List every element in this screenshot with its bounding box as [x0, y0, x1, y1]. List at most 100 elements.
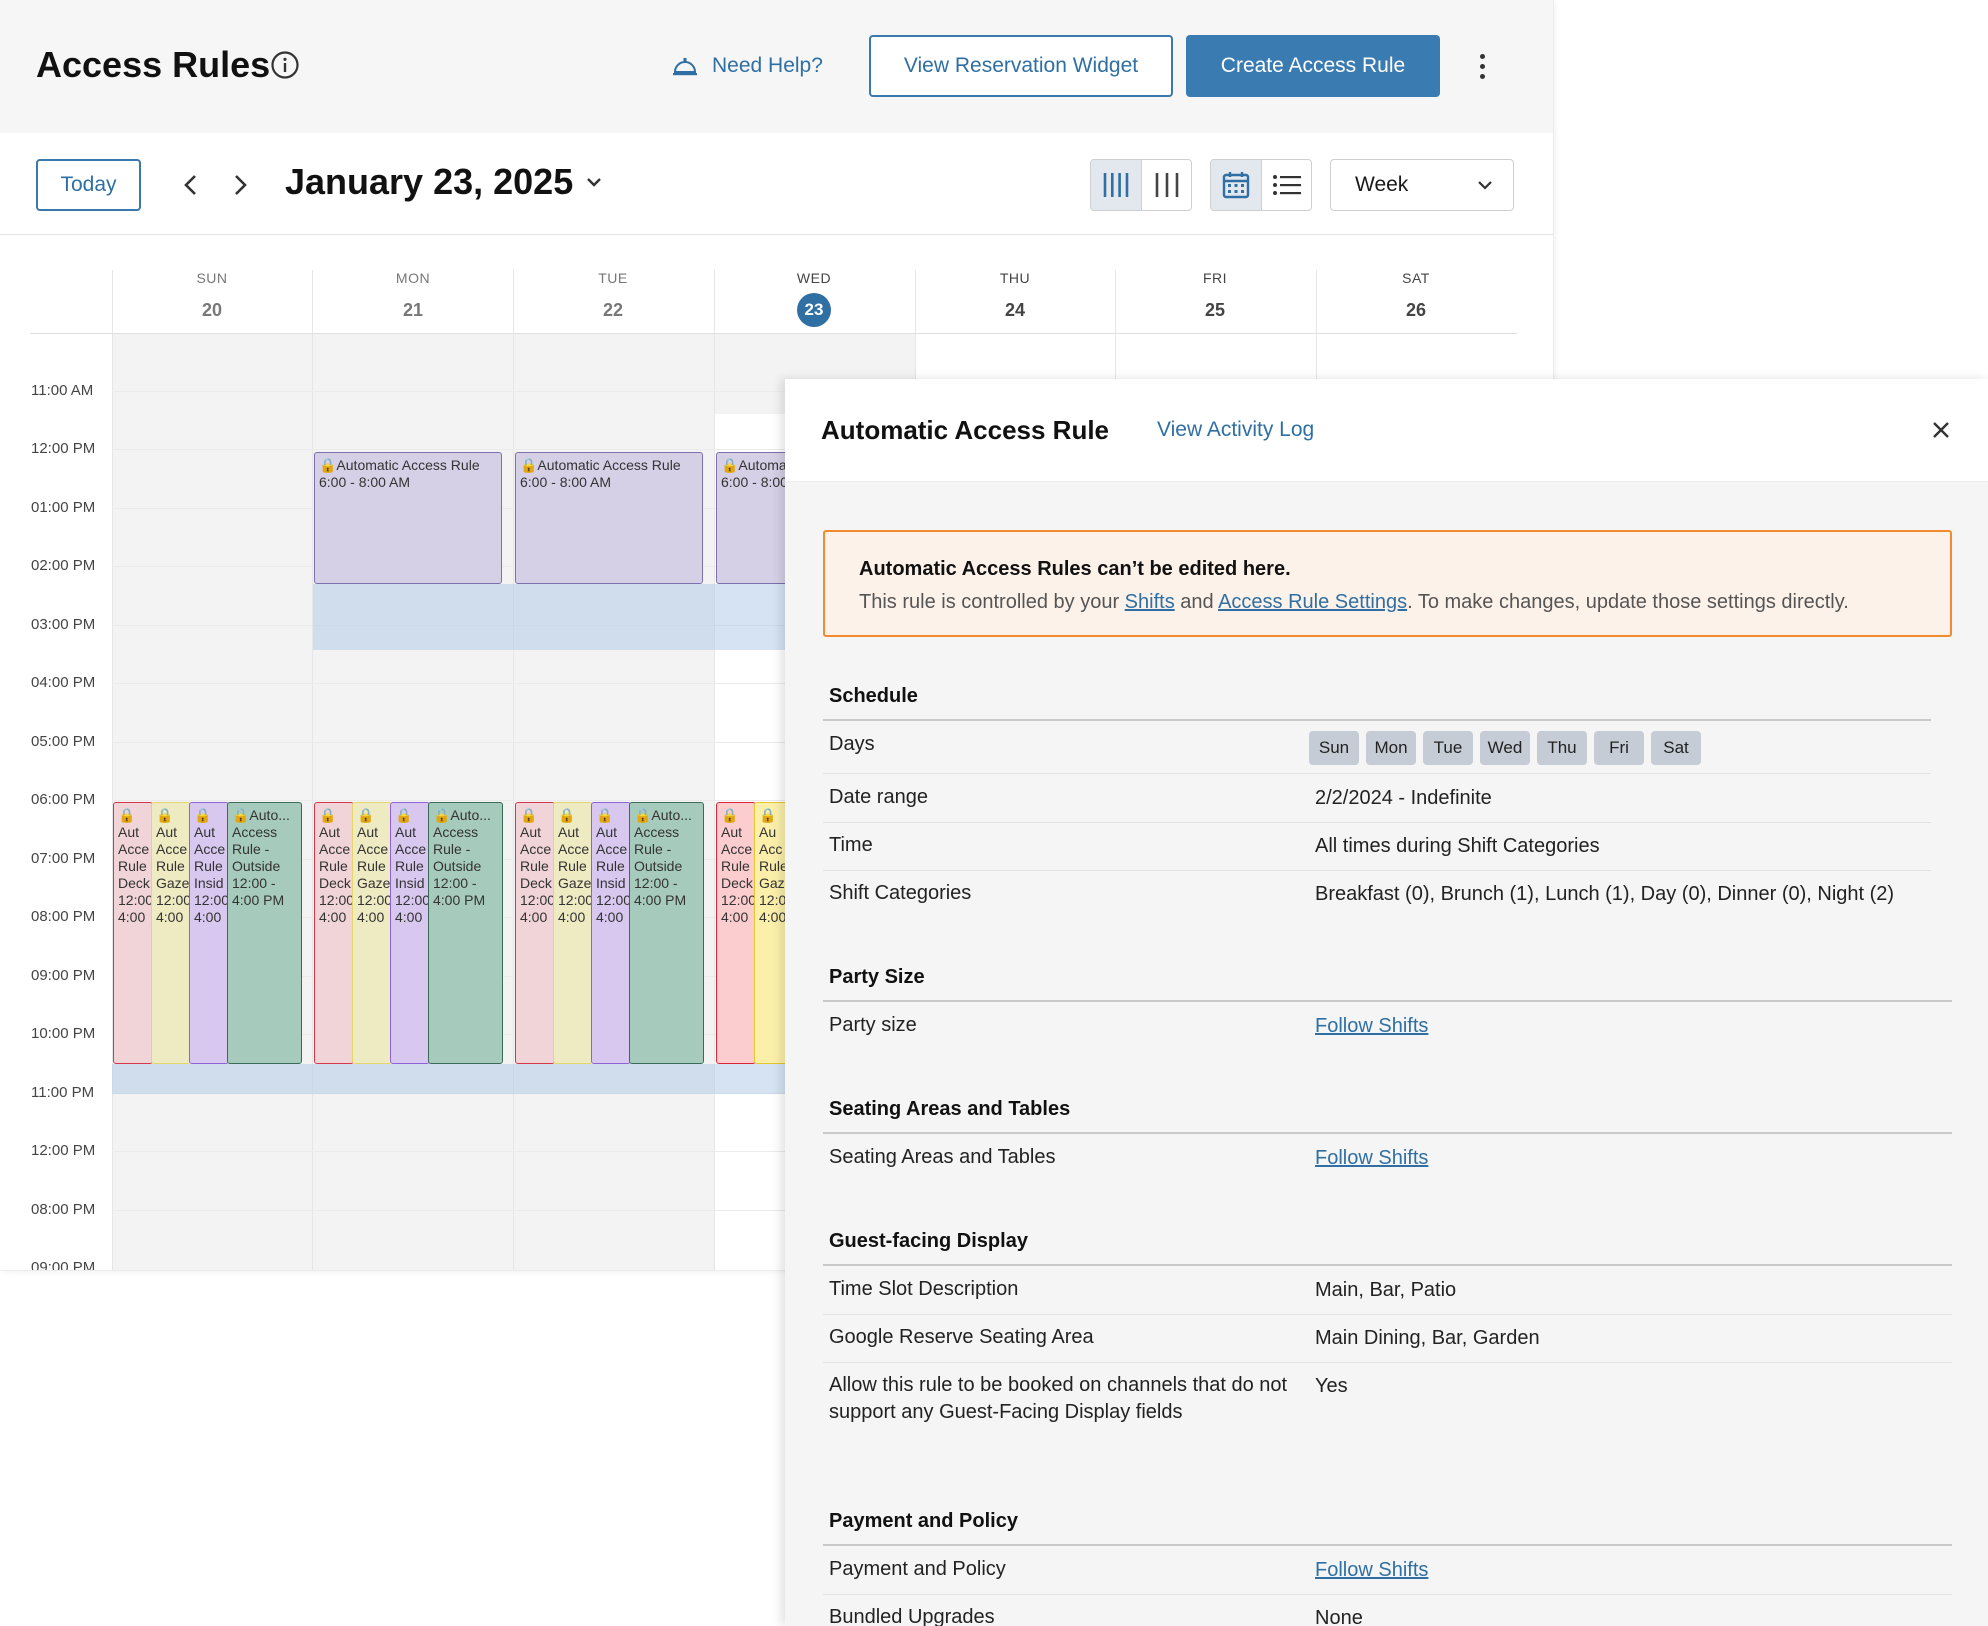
seating-follow-shifts-link[interactable]: Follow Shifts	[1315, 1147, 1429, 1169]
inside-rule-event[interactable]: 🔒Aut Acce Rule Insid 12:00 4:00	[591, 802, 631, 1064]
chevron-down-icon[interactable]	[585, 175, 603, 189]
days-label: Days	[829, 733, 875, 755]
party-size-follow-shifts-link[interactable]: Follow Shifts	[1315, 1015, 1429, 1037]
service-bell-icon	[673, 58, 697, 76]
day-number: 20	[201, 299, 223, 320]
deck-rule-event[interactable]: 🔒Aut Acce Rule Deck 12:00 4:00	[113, 802, 153, 1064]
row-divider	[823, 1362, 1952, 1363]
time-label: 10:00 PM	[31, 1025, 96, 1042]
seating-section-title: Seating Areas and Tables	[829, 1098, 1071, 1120]
day-chip: Wed	[1480, 731, 1530, 765]
section-divider	[823, 1000, 1952, 1002]
day-header-sat[interactable]: SAT 26	[1316, 270, 1516, 326]
more-options-icon[interactable]	[1470, 48, 1494, 84]
read-only-alert: Automatic Access Rules can’t be edited h…	[823, 530, 1952, 637]
time-label: 01:00 PM	[31, 499, 96, 516]
week-calendar: SUN 20 MON 21 TUE 22 WED 23 THU 24 FRI 2…	[0, 236, 1553, 1270]
guest-display-section-title: Guest-facing Display	[829, 1230, 1028, 1252]
header-divider	[30, 333, 1517, 334]
day-name: FRI	[1202, 270, 1228, 286]
day-number: 22	[602, 299, 624, 320]
chevron-left-icon[interactable]	[176, 169, 206, 201]
calendar-icon[interactable]	[1211, 160, 1261, 210]
wide-columns-icon[interactable]	[1141, 160, 1191, 210]
outside-rule-event[interactable]: 🔒Auto... Access Rule - Outside 12:00 - 4…	[629, 802, 704, 1064]
deck-rule-event[interactable]: 🔒Aut Acce Rule Deck 12:00 4:00	[314, 802, 354, 1064]
view-reservation-widget-button[interactable]: View Reservation Widget	[869, 35, 1173, 97]
panel-header: Automatic Access Rule View Activity Log	[785, 379, 1988, 482]
payment-follow-shifts-link[interactable]: Follow Shifts	[1315, 1559, 1429, 1581]
day-chip: Sat	[1651, 731, 1701, 765]
section-divider	[823, 1132, 1952, 1134]
time-label: 09:00 PM	[31, 1259, 96, 1270]
day-header-fri[interactable]: FRI 25	[1115, 270, 1315, 326]
day-name: SUN	[196, 270, 228, 286]
day-header-wed[interactable]: WED 23	[714, 270, 914, 327]
time-slot-description-value: Main, Bar, Patio	[1315, 1279, 1457, 1301]
day-number: 24	[1004, 299, 1026, 320]
shifts-link[interactable]: Shifts	[1124, 591, 1175, 613]
day-header-thu[interactable]: THU 24	[915, 270, 1115, 326]
view-range-select[interactable]: Week	[1330, 159, 1514, 211]
alert-text: . To make changes, update those settings…	[1407, 591, 1849, 613]
info-icon[interactable]	[270, 50, 300, 80]
need-help-link[interactable]: Need Help?	[672, 50, 823, 82]
current-date-label[interactable]: January 23, 2025	[285, 161, 574, 202]
today-badge: 23	[714, 293, 914, 327]
time-label: 12:00 PM	[31, 440, 96, 457]
density-toggle	[1090, 159, 1192, 211]
day-name: SAT	[1402, 270, 1430, 286]
gazebo-rule-event[interactable]: 🔒Aut Acce Rule Gaze 12:00 4:00	[352, 802, 392, 1064]
automatic-access-rule-event[interactable]: 🔒Automatic Access Rule 6:00 - 8:00 AM	[314, 452, 502, 584]
shift-band	[313, 584, 785, 650]
google-reserve-value: Main Dining, Bar, Garden	[1315, 1327, 1540, 1349]
close-icon[interactable]	[1928, 417, 1954, 443]
view-mode-toggle	[1210, 159, 1312, 211]
day-name: MON	[395, 270, 431, 286]
party-size-label: Party size	[829, 1014, 917, 1036]
gazebo-rule-event[interactable]: 🔒Aut Acce Rule Gaze 12:00 4:00	[553, 802, 593, 1064]
time-label: 09:00 PM	[31, 967, 96, 984]
view-activity-log-link[interactable]: View Activity Log	[1157, 418, 1315, 441]
gazebo-rule-event[interactable]: 🔒Aut Acce Rule Gaze 12:00 4:00	[151, 802, 191, 1064]
list-view-icon[interactable]	[1261, 160, 1311, 210]
row-divider	[823, 870, 1931, 871]
access-rule-settings-link[interactable]: Access Rule Settings	[1218, 591, 1408, 613]
day-number: 25	[1204, 299, 1226, 320]
deck-rule-event[interactable]: 🔒Aut Acce Rule Deck 12:00 4:00	[515, 802, 555, 1064]
automatic-access-rule-event[interactable]: 🔒Automatic Access Rule 6:00 - 8:00 AM	[515, 452, 703, 584]
time-label: 11:00 PM	[31, 1084, 95, 1101]
outside-rule-event[interactable]: 🔒Auto... Access Rule - Outside 12:00 - 4…	[227, 802, 302, 1064]
inside-rule-event[interactable]: 🔒Aut Acce Rule Insid 12:00 4:00	[189, 802, 229, 1064]
deck-rule-event[interactable]: 🔒Aut Acce Rule Deck 12:00 4:00	[716, 802, 756, 1064]
day-number: 23	[797, 293, 831, 327]
day-number: 21	[402, 299, 424, 320]
day-header-sun[interactable]: SUN 20	[112, 270, 312, 326]
page-header: Access Rules Need Help? View Reservation…	[0, 0, 1553, 133]
day-name: WED	[796, 270, 832, 286]
alert-text: and	[1174, 591, 1219, 613]
today-button[interactable]: Today	[36, 159, 141, 211]
day-header-mon[interactable]: MON 21	[313, 270, 513, 326]
inside-rule-event[interactable]: 🔒Aut Acce Rule Insid 12:00 4:00	[390, 802, 430, 1064]
seating-label: Seating Areas and Tables	[829, 1146, 1056, 1168]
time-label: 02:00 PM	[31, 557, 96, 574]
day-name: THU	[999, 270, 1031, 286]
chevron-right-icon[interactable]	[225, 169, 255, 201]
google-reserve-label: Google Reserve Seating Area	[829, 1326, 1094, 1348]
create-access-rule-button[interactable]: Create Access Rule	[1186, 35, 1440, 97]
time-label: 08:00 PM	[31, 1201, 96, 1218]
time-label: 08:00 PM	[31, 908, 96, 925]
shift-categories-value: Breakfast (0), Brunch (1), Lunch (1), Da…	[1315, 883, 1895, 905]
column-divider	[513, 270, 514, 1270]
outside-rule-event[interactable]: 🔒Auto... Access Rule - Outside 12:00 - 4…	[428, 802, 503, 1064]
time-label: 12:00 PM	[31, 1142, 96, 1159]
day-header-tue[interactable]: TUE 22	[513, 270, 713, 326]
automatic-access-rule-event[interactable]: 🔒Automa 6:00 - 8:00	[716, 452, 796, 584]
column-divider	[112, 270, 113, 1270]
access-rule-detail-panel: Automatic Access Rule View Activity Log …	[785, 379, 1988, 1626]
dense-columns-icon[interactable]	[1091, 160, 1141, 210]
bundled-upgrades-value: None	[1315, 1607, 1363, 1626]
section-divider	[823, 1544, 1952, 1546]
time-label: 06:00 PM	[31, 791, 96, 808]
